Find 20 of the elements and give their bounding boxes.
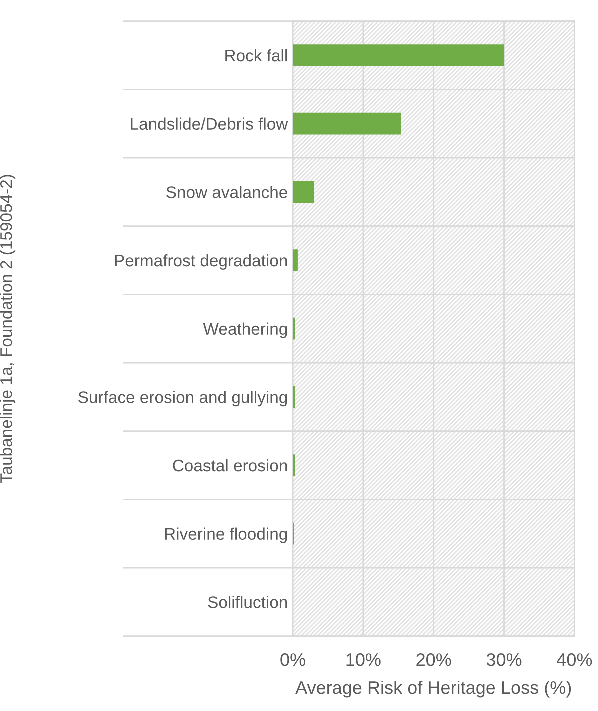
y-tick-label: Snow avalanche xyxy=(166,186,288,198)
x-tick-label: 0% xyxy=(280,653,306,666)
bar xyxy=(293,250,298,272)
y-tick-label: Landslide/Debris flow xyxy=(131,118,288,130)
bar xyxy=(293,181,314,204)
x-tick-label: 30% xyxy=(486,653,522,666)
x-axis-title: Average Risk of Heritage Loss (%) xyxy=(296,680,572,698)
y-tick-label: Solifluction xyxy=(208,596,288,608)
bar xyxy=(293,44,504,66)
x-tick-label: 40% xyxy=(557,653,592,666)
x-tick-label: 10% xyxy=(346,653,381,666)
y-tick-label: Rock fall xyxy=(226,49,288,62)
y-tick-label: Riverine flooding xyxy=(165,528,288,544)
x-tick-label: 20% xyxy=(416,653,452,666)
y-tick-label: Surface erosion and gullying xyxy=(78,391,288,407)
y-axis-title: Taubanelinje 1a, Foundation 2 (159054-2) xyxy=(0,175,16,484)
y-tick-label: Weathering xyxy=(203,322,288,338)
y-tick-label: Permafrost degradation xyxy=(115,254,288,270)
bar xyxy=(293,112,402,135)
y-tick-label: Coastal erosion xyxy=(173,459,288,472)
